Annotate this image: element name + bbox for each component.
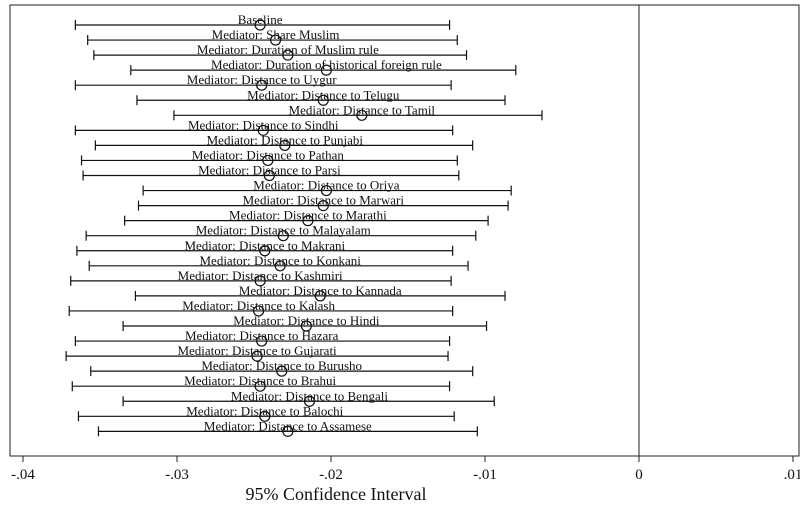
plot-frame [9, 4, 800, 457]
ci-row: Mediator: Duration of Muslim rule [93, 42, 468, 61]
point-estimate-marker [317, 94, 329, 106]
x-tick-label: -.01 [473, 467, 497, 483]
ci-row: Mediator: Distance to Tamil [173, 102, 543, 121]
point-estimate-marker [269, 34, 282, 46]
x-tick-label: .01 [784, 467, 800, 483]
plot-border [9, 4, 800, 457]
ci-row: Mediator: Distance to Balochi [77, 403, 455, 422]
ci-row: Mediator: Distance to Hindi [122, 313, 488, 332]
point-estimate-marker [262, 154, 274, 167]
ci-row: Mediator: Distance to Marathi [124, 208, 489, 227]
ci-row: Mediator: Distance to Makrani [76, 238, 454, 257]
point-estimate-marker [356, 109, 368, 121]
point-estimate-marker [254, 275, 266, 287]
ci-row: Mediator: Distance to Kashmiri [70, 268, 452, 287]
ci-row: Mediator: Duration of historical foreign… [130, 57, 517, 76]
x-axis: -.04 -.03 -.02 -.01 0 .01 [11, 456, 800, 483]
ci-row: Mediator: Distance to Oriya [142, 178, 512, 197]
ci-row: Mediator: Distance to Parsi [82, 163, 460, 182]
ci-row: Mediator: Distance to Punjabi [94, 132, 474, 151]
point-estimate-marker [256, 79, 268, 91]
point-estimate-marker [300, 320, 312, 332]
point-estimate-marker [314, 290, 326, 302]
ci-row: Mediator: Distance to Burusho [90, 358, 474, 377]
ci-row: Mediator: Distance to Marwari [137, 193, 509, 212]
point-estimate-marker [274, 260, 286, 272]
ci-row: Mediator: Distance to Uygur [74, 72, 452, 91]
point-estimate-marker [279, 139, 291, 151]
x-axis-title: 95% Confidence Interval [246, 484, 427, 504]
point-estimate-marker [259, 410, 271, 422]
point-estimate-marker [277, 230, 289, 242]
ci-row: Mediator: Distance to Assamese [97, 418, 478, 437]
ci-row: Mediator: Distance to Malayalam [85, 223, 477, 242]
ci-row: Mediator: Distance to Kannada [134, 283, 506, 302]
point-estimate-marker [317, 200, 329, 212]
x-tick-label: -.03 [165, 467, 189, 483]
point-estimate-marker [257, 124, 269, 136]
point-estimate-marker [303, 395, 316, 407]
point-estimate-marker [251, 350, 263, 362]
x-tick-label: -.04 [11, 467, 35, 483]
ci-row: Mediator: Distance to Konkani [88, 253, 469, 272]
point-estimate-marker [282, 425, 294, 437]
point-estimate-marker [254, 19, 266, 31]
ci-row: Mediator: Distance to Hazara [74, 328, 451, 347]
point-estimate-marker [254, 380, 266, 392]
point-estimate-marker [263, 169, 275, 182]
point-estimate-marker [256, 335, 268, 347]
ci-row: Mediator: Distance to Telugu [136, 87, 506, 106]
ci-row: Mediator: Distance to Kalash [68, 298, 454, 317]
x-tick-label: 0 [635, 467, 643, 483]
point-estimate-marker [320, 184, 332, 197]
ci-row: Mediator: Distance to Brahui [71, 373, 451, 392]
x-tick-label: -.02 [319, 467, 343, 483]
ci-row: Mediator: Share Muslim [87, 27, 458, 46]
point-estimate-marker [320, 64, 332, 76]
point-estimate-marker [282, 49, 294, 61]
ci-row: Baseline [74, 12, 451, 31]
point-estimate-marker [259, 245, 271, 257]
ci-row: Mediator: Distance to Sindhi [74, 117, 454, 136]
point-estimate-marker [276, 365, 288, 377]
point-estimate-marker [302, 215, 314, 227]
ci-row: Mediator: Distance to Bengali [122, 388, 495, 407]
ci-row: Mediator: Distance to Pathan [80, 147, 458, 167]
point-estimate-marker [253, 305, 265, 317]
ci-row: Mediator: Distance to Gujarati [65, 343, 449, 362]
